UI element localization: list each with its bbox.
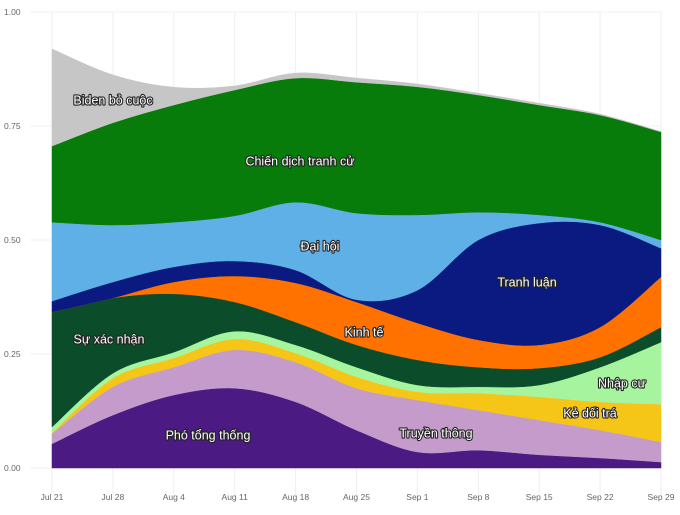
y-tick-label: 0.75 [4,121,21,131]
x-axis: Jul 21 Jul 28 Aug 4 Aug 11 Aug 18 Aug 25 Sep 1… [41,492,675,502]
label-su-xac-nhan: Sự xác nhận [74,332,145,346]
x-tick-label: Sep 1 [406,492,428,502]
label-truyen-thong: Truyền thông [399,426,472,440]
x-tick-label: Sep 29 [648,492,675,502]
x-tick-label: Aug 11 [222,492,249,502]
label-chien-dich-tranh-cu: Chiến dịch tranh cử [245,154,354,168]
y-axis: 0.00 0.25 0.50 0.75 1.00 [4,7,21,473]
label-nhap-cu: Nhập cư [598,376,646,390]
label-tranh-luan: Tranh luận [497,275,556,289]
x-tick-label: Aug 18 [282,492,309,502]
label-dai-hoi: Đại hội [301,239,340,253]
series-labels: Biden bỏ cuộc Chiến dịch tranh cử Đại hộ… [72,92,647,443]
label-pho-tong-thong: Phó tổng thống [166,428,251,442]
areas [51,48,662,469]
label-kinh-te: Kinh tế [345,325,384,339]
label-ke-doi-tra: Kẻ dối trá [563,406,617,420]
x-tick-label: Jul 21 [41,492,64,502]
label-biden-bo-cuoc: Biden bỏ cuộc [73,93,152,107]
y-tick-label: 1.00 [4,7,21,17]
x-tick-label: Jul 28 [102,492,125,502]
y-tick-label: 0.25 [4,349,21,359]
area-biden-bo-cuoc [51,48,662,147]
x-tick-label: Sep 22 [587,492,614,502]
x-tick-label: Sep 8 [467,492,489,502]
x-tick-label: Aug 4 [163,492,185,502]
x-tick-label: Sep 15 [526,492,553,502]
x-tick-label: Aug 25 [343,492,370,502]
y-tick-label: 0.50 [4,235,21,245]
y-tick-label: 0.00 [4,463,21,473]
